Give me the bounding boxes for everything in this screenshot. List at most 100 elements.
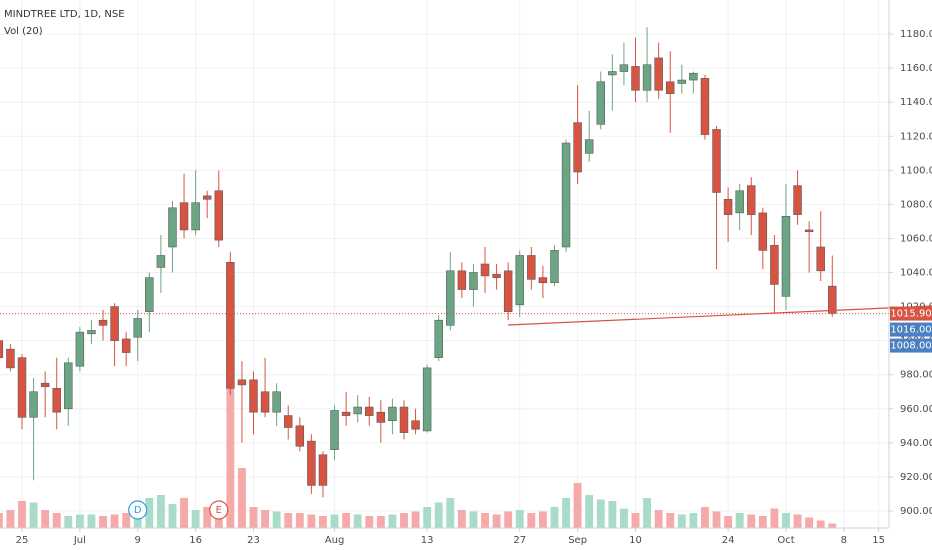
y-tick-label: 1140.00 — [900, 97, 932, 108]
candle-body — [828, 285, 837, 314]
candle-body — [283, 415, 293, 428]
volume-bar — [18, 501, 26, 528]
y-tick-label: 960.00 — [900, 404, 932, 415]
volume-bar — [515, 510, 524, 528]
volume-bar — [793, 514, 802, 528]
volume-bar — [689, 513, 698, 528]
price-label: 1016.00 — [890, 325, 931, 336]
y-tick-label: 1080.00 — [900, 199, 932, 210]
price-label-box — [890, 322, 932, 337]
candle-body — [0, 340, 4, 358]
candle-body — [295, 425, 305, 447]
volume-bar — [365, 516, 374, 528]
volume-bar — [585, 495, 594, 528]
candle-body — [376, 411, 386, 423]
volume-bar — [295, 513, 304, 528]
volume-bar — [446, 498, 455, 528]
candle-body — [399, 406, 409, 433]
volume-bar — [573, 483, 582, 528]
x-tick-label: 16 — [189, 535, 202, 546]
price-label: 1008.00 — [890, 341, 931, 352]
candle-body — [249, 379, 258, 413]
candle-body — [29, 391, 38, 418]
candle-body — [758, 212, 768, 251]
candle-body — [75, 331, 85, 367]
y-tick-label: 1120.00 — [900, 131, 932, 142]
candle-body — [307, 440, 316, 486]
candle-body — [87, 330, 96, 335]
candle-body — [573, 122, 582, 173]
y-tick-label: 1180.00 — [900, 29, 932, 40]
price-label-box — [890, 338, 932, 353]
volume-bar — [122, 513, 131, 528]
volume-bar — [550, 507, 559, 528]
candle-body — [98, 319, 108, 326]
x-tick-label: 13 — [421, 535, 434, 546]
candle-body — [145, 277, 154, 312]
candle-body — [631, 66, 640, 91]
volume-bar — [527, 513, 536, 528]
volume-bar — [457, 510, 466, 528]
x-tick-label: Oct — [777, 535, 794, 546]
candle-body — [353, 406, 362, 415]
volume-bar — [272, 511, 281, 528]
trend-line — [507, 305, 932, 326]
candle-body — [689, 72, 698, 81]
x-tick-label: 9 — [135, 535, 141, 546]
candle-body — [596, 81, 606, 125]
candle-body — [318, 454, 328, 486]
candle-body — [434, 319, 443, 358]
event-label: E — [216, 505, 222, 516]
volume-bar — [203, 507, 212, 528]
volume-bar — [411, 511, 420, 528]
volume-bar — [724, 516, 733, 528]
volume-bar — [353, 514, 362, 528]
volume-bar — [481, 513, 489, 528]
volume-bar — [677, 514, 686, 528]
volume-bar — [735, 513, 744, 528]
candle-body — [388, 406, 397, 421]
x-tick-label: 23 — [247, 535, 260, 546]
candle-body — [747, 185, 756, 215]
volume-bar — [133, 511, 142, 528]
candle-body — [365, 406, 374, 416]
x-tick-label: Aug — [325, 535, 345, 546]
candle-body — [503, 270, 513, 312]
volume-bar — [388, 514, 397, 528]
x-tick-label: 27 — [513, 535, 526, 546]
volume-bar — [41, 510, 50, 528]
volume-bar — [145, 498, 154, 528]
candle-body — [584, 139, 594, 154]
candle-body — [422, 367, 432, 432]
volume-bar — [52, 513, 61, 528]
candle-body — [179, 202, 189, 231]
candle-body — [608, 71, 617, 76]
volume-bar — [747, 514, 756, 528]
candle-body — [492, 273, 501, 278]
event-marker — [128, 500, 148, 520]
y-tick-label: 940.00 — [900, 438, 932, 449]
candle-body — [793, 185, 802, 215]
candle-body — [816, 246, 825, 272]
x-tick-label: 25 — [16, 535, 29, 546]
candle-body — [723, 198, 733, 215]
candle-body — [654, 57, 663, 91]
candle-body — [226, 261, 235, 389]
candle-body — [515, 255, 524, 306]
candle-body — [260, 391, 270, 413]
price-label: 1015.90 — [890, 309, 931, 320]
x-tick-label: 8 — [841, 535, 847, 546]
volume-bar — [6, 510, 15, 528]
volume-bar — [758, 516, 767, 528]
volume-bar — [284, 513, 293, 528]
volume-bar — [180, 498, 188, 528]
x-tick-label: 24 — [722, 535, 735, 546]
candle-body — [110, 306, 119, 341]
candle-body — [781, 216, 791, 297]
candle-body — [642, 64, 652, 91]
x-tick-label: 15 — [872, 535, 885, 546]
candle-body — [202, 195, 212, 200]
candle-body — [156, 255, 166, 268]
candle-body — [237, 379, 247, 386]
volume-bar — [654, 510, 663, 528]
